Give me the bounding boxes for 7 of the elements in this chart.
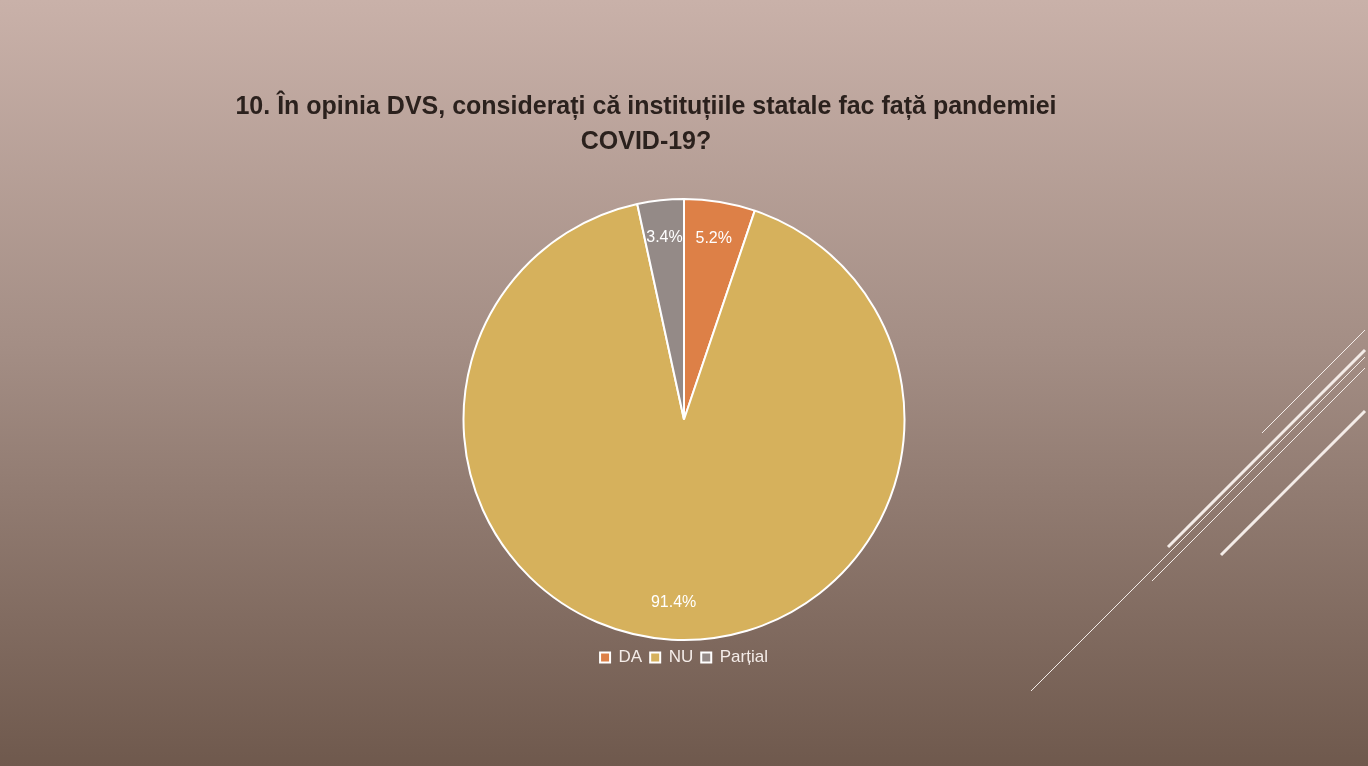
data-label: 5.2%: [695, 229, 732, 247]
legend-label: DA: [618, 647, 643, 667]
legend-label: Parțial: [719, 647, 768, 667]
chart-title: 10. În opinia DVS, considerați că instituțiile statale fac față pandemiei COVID-19?: [234, 89, 1058, 156]
legend-label: NU: [668, 647, 694, 667]
data-label: 3.4%: [646, 227, 683, 245]
data-label: 91.4%: [650, 592, 697, 610]
